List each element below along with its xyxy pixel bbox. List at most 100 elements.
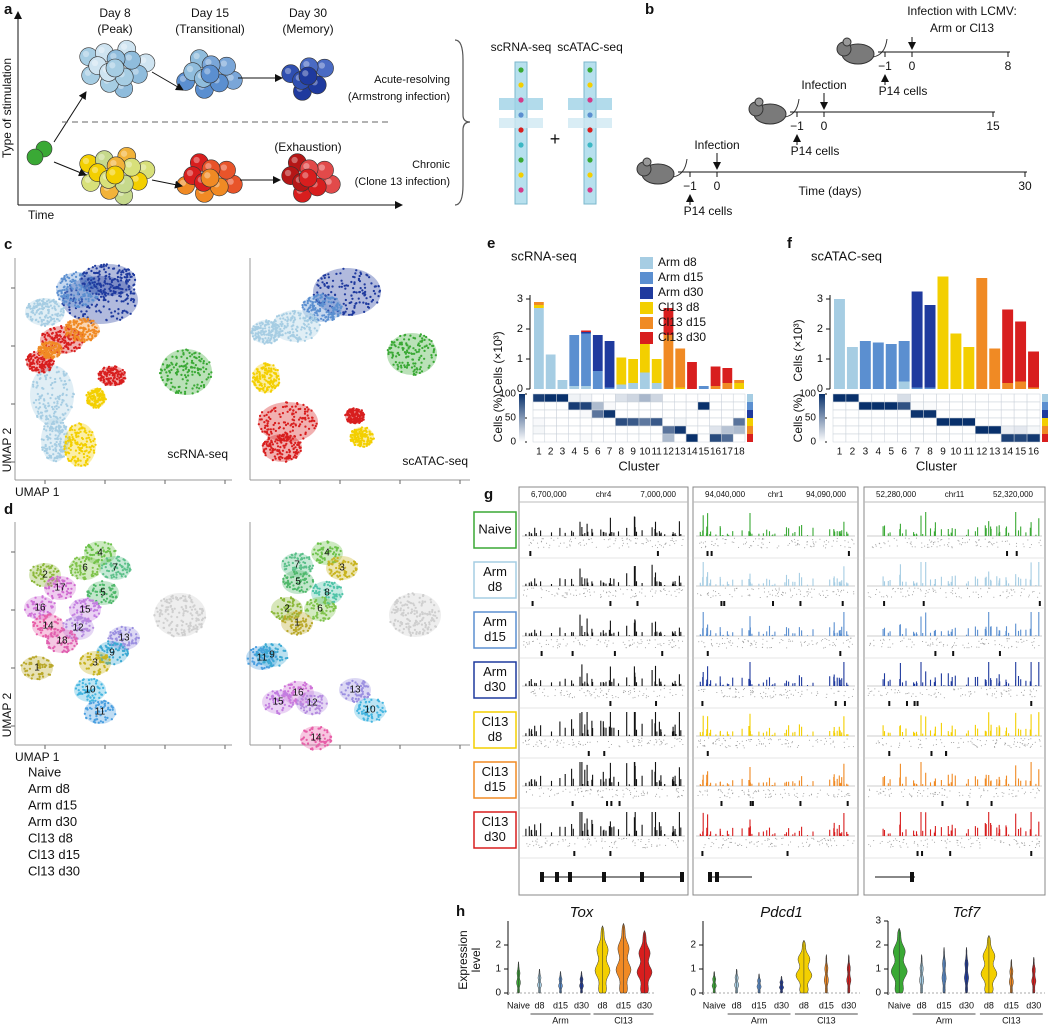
peak-call (1030, 701, 1033, 706)
panel-label: g (484, 486, 493, 503)
mouse-tail (672, 158, 688, 178)
stage-phase: (Transitional) (175, 22, 245, 36)
colorbar (819, 394, 825, 442)
axis-label: UMAP 2 (0, 427, 14, 472)
legend-label: Cl13 d15 (28, 847, 80, 862)
heatmap-cell (858, 409, 873, 419)
bar-segment (592, 335, 603, 371)
x-tick-label: 10 (950, 447, 962, 458)
heatmap-cell (923, 433, 937, 443)
heatmap-cell (556, 417, 569, 427)
stage-day: Day 15 (191, 6, 229, 20)
cell-cluster (281, 153, 341, 203)
axis-label: UMAP 1 (15, 750, 60, 764)
sample-label: d8 (488, 579, 502, 594)
cell-highlight (227, 178, 234, 185)
coverage-peaks (882, 812, 1040, 836)
heatmap-cell (1000, 393, 1015, 403)
timeline-tick-label: 0 (909, 59, 916, 73)
heatmap-cell (556, 433, 569, 443)
heatmap-cell (626, 393, 640, 403)
heatmap-cell (845, 409, 860, 419)
heatmap-cell (732, 433, 746, 443)
brace (454, 39, 471, 206)
coverage-peaks (882, 762, 1040, 786)
cells-label: P14 cells (684, 204, 733, 218)
cell-highlight (120, 150, 128, 157)
group-label: Cl13 (614, 1015, 633, 1025)
cluster-label: 9 (109, 648, 115, 659)
coverage-peaks (525, 712, 682, 736)
y-axis-label: Expression (456, 930, 470, 989)
cell-highlight (125, 54, 133, 61)
y-tick-label: 0 (517, 383, 523, 395)
cluster-label: 11 (257, 653, 268, 664)
cell-highlight (302, 172, 309, 179)
cell-highlight (205, 58, 212, 66)
bar-segment (663, 308, 674, 335)
x-tick-label: 1 (536, 447, 542, 458)
sample-label: d15 (484, 779, 506, 794)
heatmap-cell (662, 401, 675, 411)
cell-highlight (132, 68, 139, 75)
sample-label: Arm (483, 664, 507, 679)
fragment-dots (867, 687, 1037, 699)
legend-label: Arm d15 (28, 797, 77, 812)
umap-points (300, 726, 333, 751)
x-tick-label: 4 (876, 447, 882, 458)
cluster-label: 16 (34, 603, 46, 614)
heatmap-cell (910, 433, 924, 443)
cell-highlight (186, 169, 194, 177)
bar-segment (950, 333, 962, 389)
arrow (53, 91, 87, 143)
legend-swatch (640, 332, 653, 344)
category-label: Naive (703, 1000, 726, 1010)
sample-box (473, 511, 517, 549)
x-tick-label: 5 (888, 447, 894, 458)
panel-label: f (787, 235, 793, 252)
heatmap-cell (832, 401, 847, 411)
timeline-title: Arm or Cl13 (930, 21, 994, 35)
chromosome-label: chr11 (945, 490, 965, 499)
category-label: d15 (1004, 1000, 1019, 1010)
umap-points (356, 698, 387, 723)
gene-name: Tox (570, 904, 594, 921)
umap-points (31, 366, 75, 425)
peak-call (531, 601, 534, 606)
heatmap-cell (603, 401, 616, 411)
y-tick-label: 3 (817, 293, 823, 305)
umap-points (31, 613, 65, 638)
umap-density (258, 402, 318, 442)
peak-call (883, 601, 886, 606)
heatmap-cell (936, 409, 950, 419)
cluster-label: 1 (294, 618, 300, 629)
heatmap-cell (923, 417, 937, 427)
heatmap-axis-label: Cells (%) (791, 394, 805, 443)
heatmap-cell (638, 425, 652, 435)
peak-call (701, 851, 704, 856)
heatmap-cell (897, 417, 911, 427)
condition-strip: Cl13 d30 (747, 434, 753, 442)
peak-call (888, 701, 891, 706)
bar-segment (651, 359, 662, 383)
legend-label: Cl13 d30 (28, 863, 80, 878)
bar-segment (1028, 387, 1039, 389)
heatmap-cell (871, 425, 885, 435)
heatmap-cell (988, 433, 1002, 443)
heatmap-cell (568, 393, 581, 403)
bead (587, 97, 593, 103)
cluster-label: 2 (42, 570, 48, 581)
heatmap-cell (884, 433, 898, 443)
heatmap-cell (556, 393, 569, 403)
heatmap-cell (626, 409, 640, 419)
cluster-label: 8 (324, 588, 330, 599)
legend-swatch (640, 272, 653, 284)
plot-label: scATAC-seq (402, 454, 468, 468)
bar-segment (640, 342, 650, 373)
cluster-label: 9 (269, 650, 275, 661)
legend-label: Naive (28, 764, 61, 779)
bar-segment (581, 386, 591, 389)
chip-band (499, 98, 543, 110)
heatmap-cell (697, 433, 710, 443)
heatmap-cell (1026, 433, 1041, 443)
